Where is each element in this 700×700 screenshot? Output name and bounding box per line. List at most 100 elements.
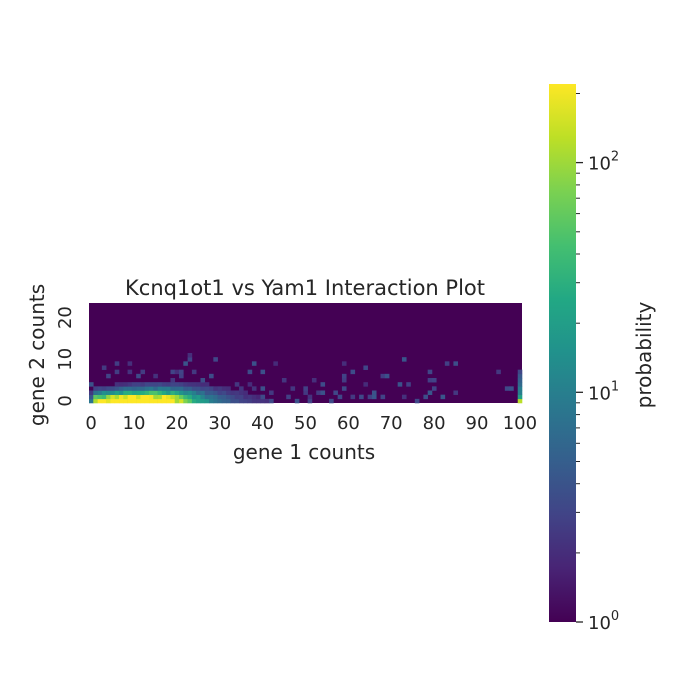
heatmap-cell — [174, 369, 180, 375]
heatmap-cell — [149, 394, 154, 400]
heatmap-cell — [251, 394, 257, 400]
heatmap-cell — [453, 361, 458, 366]
heatmap-cell — [204, 382, 210, 387]
heatmap-cell — [256, 394, 261, 400]
heatmap-cell — [166, 398, 171, 404]
x-axis-label: gene 1 counts — [233, 440, 375, 464]
heatmap-cell — [209, 394, 214, 400]
heatmap-cell — [196, 386, 201, 391]
heatmap-cells — [89, 303, 523, 404]
heatmap-cell — [517, 398, 523, 404]
heatmap-cell — [191, 394, 197, 400]
heatmap-cell — [161, 386, 167, 391]
heatmap-cell — [264, 398, 270, 404]
heatmap-cell — [290, 386, 296, 391]
heatmap-cell — [123, 398, 128, 404]
heatmap-cell — [427, 390, 433, 395]
heatmap-cell — [371, 394, 377, 400]
heatmap-cell — [101, 398, 107, 404]
heatmap-cell — [170, 378, 176, 383]
heatmap-cell — [183, 390, 188, 395]
heatmap-cell — [89, 382, 94, 387]
heatmap-cell — [110, 398, 116, 404]
heatmap-cell — [213, 390, 218, 395]
heatmap-cell — [209, 390, 214, 395]
y-axis-label: gene 2 counts — [25, 284, 49, 426]
heatmap-cell — [320, 390, 326, 395]
heatmap-cell — [273, 361, 278, 366]
heatmap-cell — [170, 369, 176, 375]
heatmap-cell — [200, 382, 206, 387]
heatmap-cell — [140, 398, 146, 404]
heatmap-cell — [101, 365, 107, 370]
heatmap-cell — [221, 390, 227, 395]
heatmap-cell — [196, 382, 201, 387]
heatmap-cell — [320, 382, 326, 387]
heatmap-cell — [311, 378, 317, 383]
heatmap-cell — [183, 361, 188, 366]
heatmap-cell — [251, 386, 257, 391]
heatmap-cell — [213, 386, 218, 391]
heatmap-cell — [101, 386, 107, 391]
heatmap-cell — [423, 394, 428, 400]
heatmap-cell — [380, 394, 386, 400]
heatmap-cell — [269, 390, 274, 395]
heatmap-cell — [247, 398, 253, 404]
heatmap-cell — [114, 394, 120, 400]
heatmap-cell — [217, 390, 223, 395]
heatmap-cell — [196, 394, 201, 400]
heatmap-cell — [303, 390, 308, 395]
heatmap-cell — [136, 398, 141, 404]
heatmap-cell — [200, 398, 206, 404]
heatmap-cell — [496, 369, 501, 375]
x-tick-label: 60 — [337, 413, 360, 434]
heatmap-cell — [187, 382, 193, 387]
heatmap-cell — [341, 378, 347, 383]
heatmap-cell — [174, 386, 180, 391]
heatmap-cell — [153, 390, 158, 395]
heatmap-cell — [187, 357, 193, 362]
x-tick-label: 90 — [466, 413, 489, 434]
heatmap-cell — [136, 382, 141, 387]
heatmap-cell — [260, 369, 266, 375]
heatmap-cell — [427, 378, 433, 383]
heatmap-cell — [350, 394, 356, 400]
heatmap-cell — [114, 369, 120, 375]
heatmap-cell — [260, 386, 266, 391]
heatmap-cell — [106, 373, 111, 379]
heatmap-cell — [200, 390, 206, 395]
heatmap-cell — [187, 398, 193, 404]
heatmap-cell — [517, 369, 523, 375]
heatmap-cell — [114, 361, 120, 366]
heatmap-cell — [127, 398, 133, 404]
heatmap-cell — [307, 394, 313, 400]
heatmap-cell — [106, 398, 111, 404]
heatmap-cell — [384, 373, 390, 379]
heatmap-cell — [517, 386, 523, 391]
heatmap-cell — [183, 386, 188, 391]
heatmap-cell — [93, 394, 98, 400]
heatmap-cell — [234, 398, 240, 404]
heatmap-cell — [187, 394, 193, 400]
heatmap-cell — [187, 390, 193, 395]
heatmap-cell — [367, 394, 373, 400]
heatmap-cell — [196, 398, 201, 404]
heatmap-cell — [239, 386, 244, 391]
heatmap-cell — [166, 386, 171, 391]
heatmap-cell — [247, 382, 253, 387]
heatmap-cell — [144, 398, 150, 404]
heatmap-cell — [247, 369, 253, 375]
heatmap-cell — [517, 390, 523, 395]
y-tick-label: 10 — [55, 348, 76, 371]
heatmap-cell — [341, 361, 347, 366]
heatmap-cell — [213, 398, 218, 404]
x-tick-label: 80 — [423, 413, 446, 434]
heatmap-cell — [414, 398, 420, 404]
heatmap-cell — [144, 386, 150, 391]
heatmap-cell — [204, 394, 210, 400]
heatmap-cell — [153, 386, 158, 391]
heatmap-cell — [170, 398, 176, 404]
heatmap-cell — [101, 390, 107, 395]
